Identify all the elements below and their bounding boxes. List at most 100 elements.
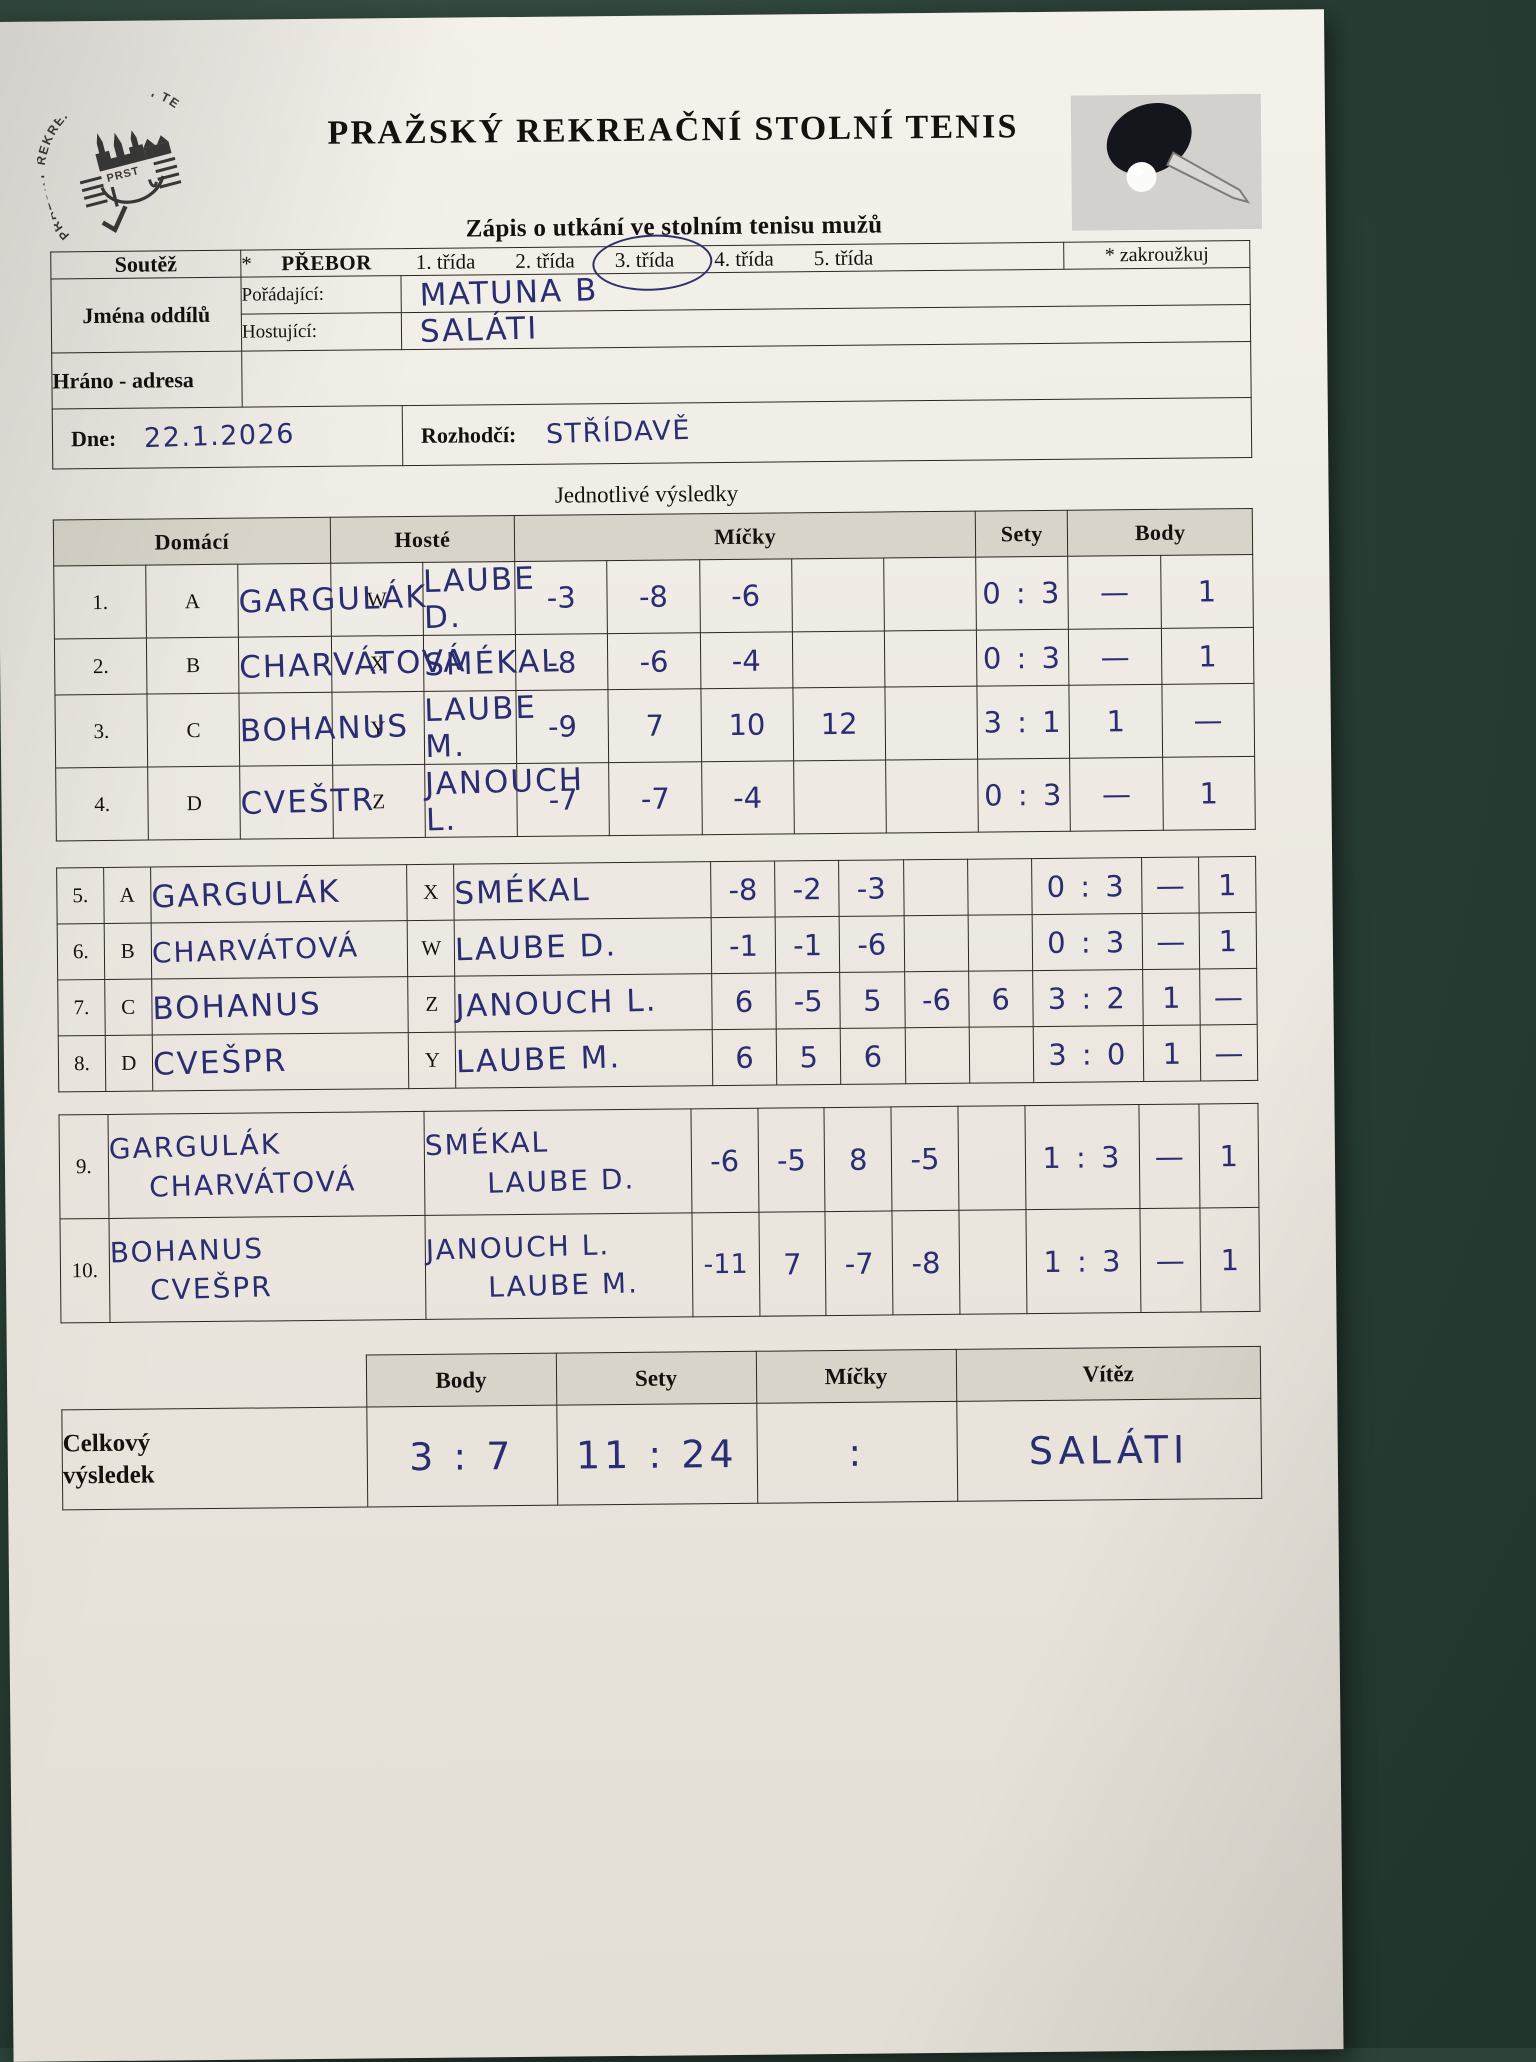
- ball-score-3[interactable]: -6: [839, 915, 905, 973]
- ball-score-5[interactable]: [957, 1105, 1026, 1211]
- ball-score-5[interactable]: [967, 914, 1033, 972]
- home-player-name-cell[interactable]: BOHANUS: [239, 692, 410, 767]
- ball-score-5[interactable]: [885, 759, 979, 833]
- ball-score-4[interactable]: -8: [892, 1210, 960, 1315]
- ball-score-2[interactable]: -6: [607, 632, 701, 690]
- ball-score-1[interactable]: 6: [711, 973, 777, 1030]
- venue-value-cell[interactable]: [241, 341, 1252, 408]
- ball-score-5[interactable]: [883, 557, 977, 631]
- ball-score-2[interactable]: -2: [774, 860, 840, 918]
- home-player-name-cell[interactable]: CVEŠTR: [240, 765, 376, 840]
- ball-score-4[interactable]: -5: [891, 1106, 959, 1211]
- point-guest[interactable]: 1: [1160, 627, 1254, 685]
- sets-score[interactable]: 0 : 3: [1031, 857, 1142, 915]
- total-balls-cell[interactable]: :: [756, 1401, 958, 1504]
- ball-score-4[interactable]: [904, 1027, 970, 1084]
- ball-score-1[interactable]: -11: [691, 1212, 760, 1317]
- ball-score-1[interactable]: -1: [711, 917, 776, 974]
- table-row[interactable]: 3. C BOHANUS Y LAUBE M. -9 7 10 12 3 : 1…: [54, 683, 1255, 768]
- point-home[interactable]: —: [1068, 628, 1162, 686]
- ball-score-3[interactable]: -6: [699, 558, 793, 633]
- sets-score[interactable]: 3 : 1: [977, 685, 1071, 760]
- point-home[interactable]: —: [1068, 555, 1161, 630]
- class-option-1[interactable]: 1. třída: [415, 248, 476, 274]
- sets-score[interactable]: 1 : 3: [1024, 1104, 1141, 1210]
- guest-pair-cell[interactable]: JANOUCH L. LAUBE M.: [424, 1212, 693, 1320]
- ball-score-3[interactable]: 10: [700, 687, 794, 762]
- point-guest[interactable]: —: [1161, 683, 1255, 758]
- sets-score[interactable]: 0 : 3: [977, 758, 1071, 833]
- sets-score[interactable]: 0 : 3: [975, 556, 1069, 631]
- home-player-name-cell[interactable]: BOHANUS: [151, 976, 409, 1036]
- table-row[interactable]: 4. D CVEŠTR Z JANOUCH L. -7 -7 -4 0 : 3 …: [55, 756, 1256, 841]
- class-option-5[interactable]: 5. třída: [813, 245, 874, 270]
- referee-cell[interactable]: Rozhodčí: STŘÍDAVĚ: [402, 397, 1252, 466]
- guest-player-name-cell[interactable]: JANOUCH L.: [454, 973, 713, 1033]
- home-pair-cell[interactable]: GARGULÁK CHARVÁTOVÁ: [107, 1111, 425, 1219]
- point-guest[interactable]: 1: [1198, 856, 1257, 913]
- ball-score-5[interactable]: [958, 1209, 1027, 1315]
- point-home[interactable]: —: [1141, 912, 1200, 970]
- total-sets-cell[interactable]: 11 : 24: [556, 1403, 758, 1506]
- ball-score-4[interactable]: [903, 915, 969, 972]
- ball-score-2[interactable]: 5: [776, 1028, 842, 1086]
- point-home[interactable]: 1: [1142, 968, 1201, 1026]
- class-option-prebor[interactable]: PŘEBOR: [281, 249, 372, 275]
- ball-score-4[interactable]: [903, 859, 968, 916]
- point-home[interactable]: 1: [1069, 684, 1163, 759]
- sets-score[interactable]: 3 : 2: [1032, 969, 1144, 1027]
- guest-player-name-cell[interactable]: LAUBE D.: [454, 917, 712, 977]
- class-option-4[interactable]: 4. třída: [714, 246, 774, 271]
- table-row[interactable]: 1. A GARGULÁK W LAUBE D. -3 -8 -6 0 : 3 …: [53, 554, 1254, 639]
- ball-score-2[interactable]: -1: [775, 916, 840, 974]
- point-guest[interactable]: 1: [1198, 912, 1257, 969]
- ball-score-3[interactable]: -3: [838, 859, 904, 917]
- guest-player-name-cell[interactable]: JANOUCH L.: [424, 762, 584, 839]
- ball-score-4[interactable]: -6: [904, 971, 969, 1028]
- ball-score-3[interactable]: -4: [701, 760, 795, 835]
- point-guest[interactable]: —: [1199, 968, 1258, 1025]
- table-row[interactable]: 8. D CVEŠPR Y LAUBE M. 6 5 6 3 : 0 1 —: [58, 1024, 1258, 1092]
- ball-score-1[interactable]: 6: [712, 1029, 777, 1086]
- guest-player-name-cell[interactable]: LAUBE M.: [455, 1029, 713, 1089]
- ball-score-2[interactable]: 7: [758, 1211, 827, 1317]
- ball-score-2[interactable]: -5: [757, 1107, 826, 1213]
- sets-score[interactable]: 3 : 0: [1033, 1025, 1144, 1083]
- ball-score-2[interactable]: -7: [608, 761, 702, 836]
- sets-score[interactable]: 0 : 3: [976, 629, 1070, 687]
- home-player-name-cell[interactable]: CHARVÁTOVÁ: [238, 636, 467, 694]
- guest-player-name-cell[interactable]: LAUBE M.: [424, 690, 538, 765]
- total-points-cell[interactable]: 3 : 7: [366, 1405, 558, 1507]
- ball-score-5[interactable]: [884, 630, 978, 687]
- home-player-name-cell[interactable]: CHARVÁTOVÁ: [150, 920, 409, 980]
- point-guest[interactable]: 1: [1162, 756, 1256, 831]
- ball-score-5[interactable]: 6: [968, 970, 1034, 1028]
- point-guest[interactable]: —: [1200, 1024, 1258, 1081]
- home-player-name-cell[interactable]: GARGULÁK: [150, 864, 408, 924]
- table-row[interactable]: 9. GARGULÁK CHARVÁTOVÁ SMÉKAL LAUBE D. -…: [58, 1103, 1259, 1219]
- point-home[interactable]: —: [1140, 1207, 1201, 1313]
- ball-score-3[interactable]: 6: [840, 1027, 906, 1085]
- ball-score-3[interactable]: -4: [699, 631, 793, 689]
- ball-score-4[interactable]: [793, 759, 887, 834]
- ball-score-1[interactable]: -6: [690, 1108, 759, 1213]
- date-cell[interactable]: Dne: 22.1.2026: [52, 405, 403, 469]
- point-home[interactable]: —: [1070, 757, 1163, 832]
- sets-score[interactable]: 0 : 3: [1031, 913, 1143, 971]
- ball-score-2[interactable]: -8: [607, 559, 700, 634]
- home-player-name-cell[interactable]: CVEŠPR: [151, 1032, 410, 1092]
- point-guest[interactable]: 1: [1198, 1103, 1259, 1208]
- ball-score-2[interactable]: 7: [608, 688, 702, 763]
- ball-score-3[interactable]: 8: [824, 1106, 893, 1212]
- ball-score-1[interactable]: -8: [710, 861, 776, 918]
- home-pair-cell[interactable]: BOHANUS CVEŠPR: [108, 1215, 426, 1323]
- guest-pair-cell[interactable]: SMÉKAL LAUBE D.: [423, 1108, 692, 1216]
- point-home[interactable]: —: [1139, 1103, 1200, 1209]
- ball-score-5[interactable]: [967, 858, 1032, 916]
- class-option-3-selected[interactable]: 3. třída: [614, 246, 675, 272]
- point-home[interactable]: —: [1141, 856, 1199, 914]
- guest-player-name-cell[interactable]: LAUBE D.: [422, 561, 536, 636]
- point-home[interactable]: 1: [1143, 1024, 1201, 1082]
- winner-cell[interactable]: SALÁTI: [956, 1398, 1262, 1502]
- ball-score-2[interactable]: -5: [775, 972, 841, 1030]
